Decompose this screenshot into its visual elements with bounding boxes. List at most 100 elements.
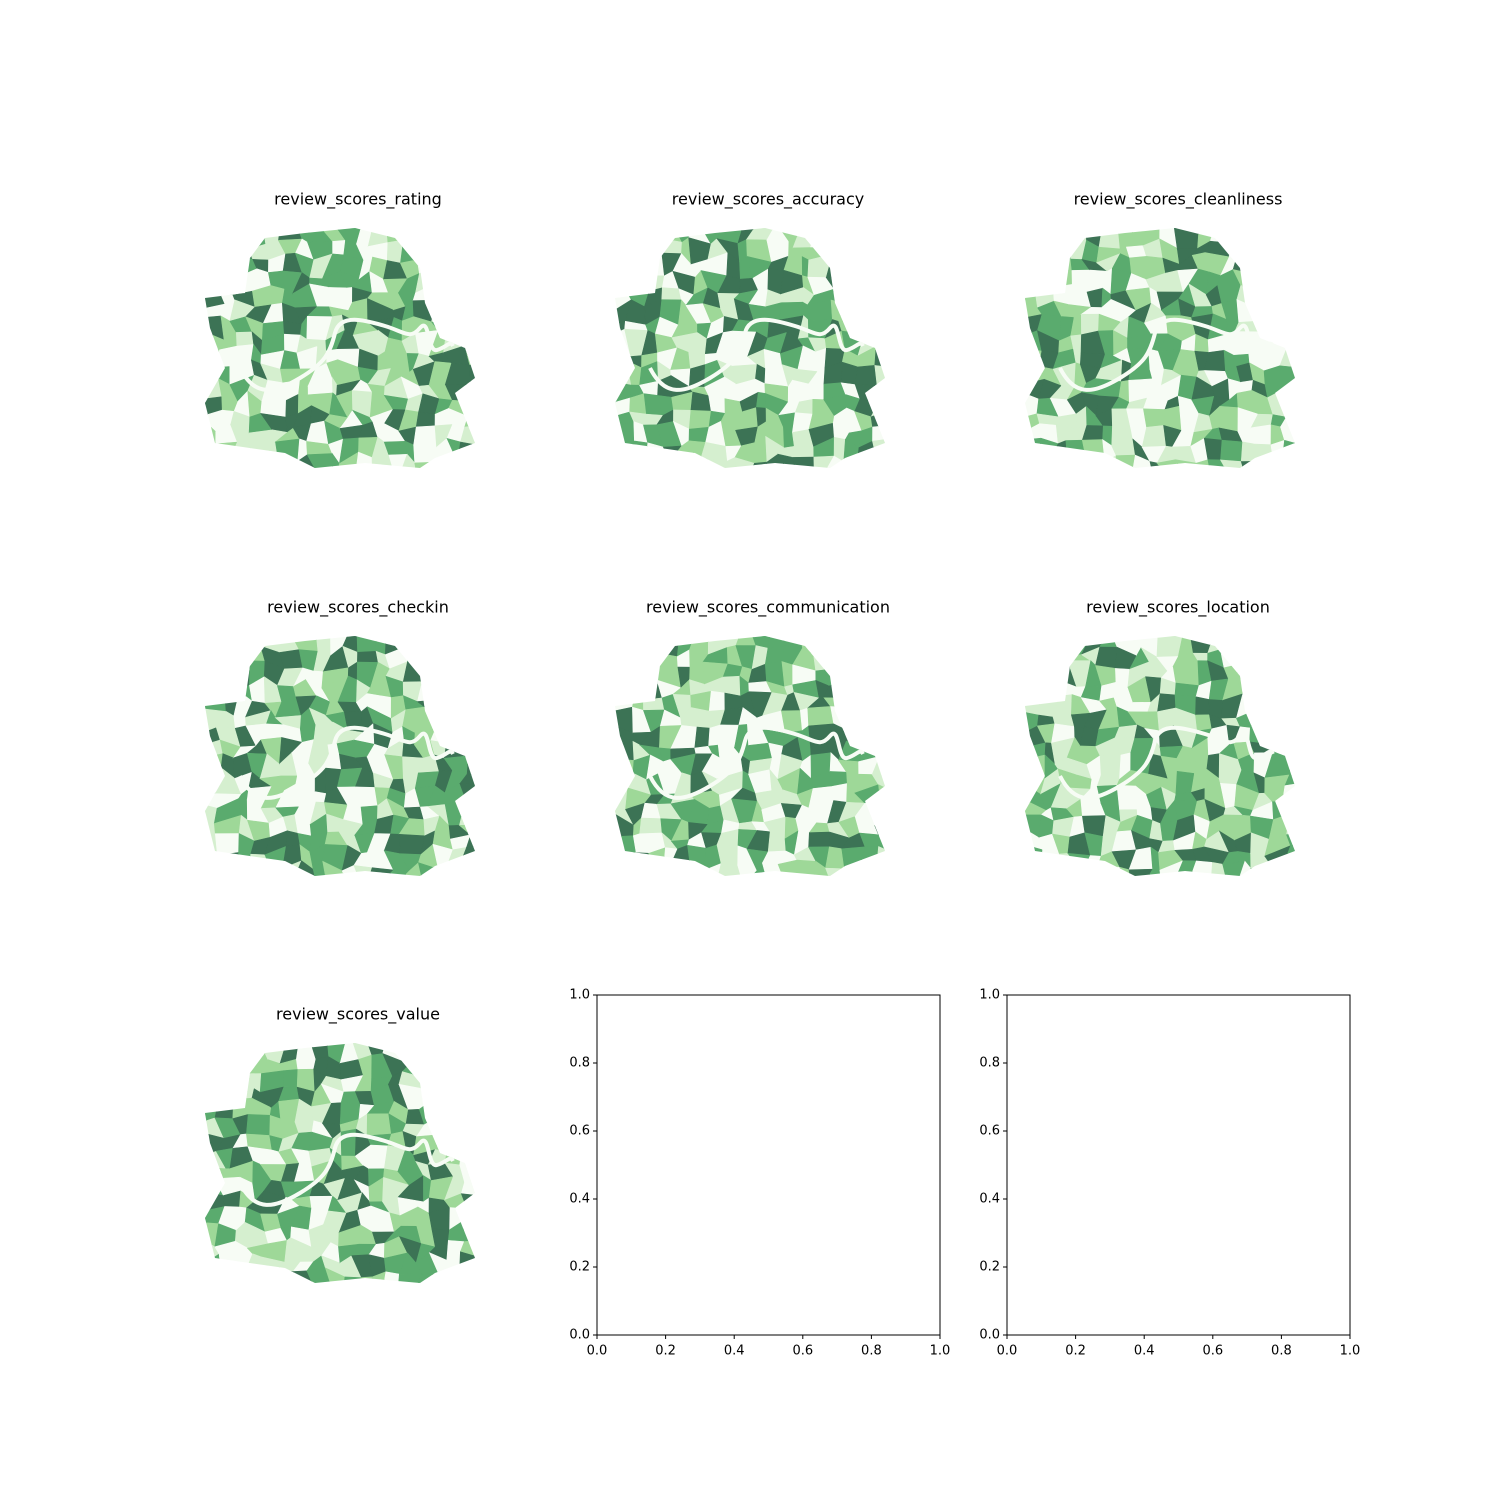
- map: [1025, 636, 1295, 876]
- region: [615, 647, 634, 670]
- region: [1281, 649, 1295, 662]
- region: [855, 228, 879, 250]
- region: [460, 1056, 475, 1075]
- region: [856, 460, 878, 468]
- region: [1025, 242, 1047, 262]
- x-tick-label: 0.2: [1065, 1344, 1086, 1359]
- region: [643, 238, 666, 256]
- region: [861, 313, 875, 336]
- region: [446, 1135, 462, 1153]
- region: [416, 259, 431, 274]
- axes-frame: [1006, 994, 1351, 1336]
- panel-title: review_scores_value: [276, 1005, 440, 1025]
- region: [840, 278, 865, 288]
- region: [1250, 257, 1276, 277]
- region: [813, 636, 834, 658]
- region: [447, 1086, 472, 1110]
- region: [214, 1099, 234, 1119]
- region: [458, 451, 475, 468]
- region: [431, 651, 455, 670]
- region: [283, 321, 303, 336]
- y-tick-label: 0.8: [569, 1056, 590, 1071]
- region: [1050, 459, 1078, 468]
- region: [876, 228, 885, 243]
- region: [431, 299, 453, 327]
- region: [1025, 348, 1043, 367]
- region: [1252, 661, 1272, 685]
- region: [428, 710, 452, 730]
- region: [416, 238, 435, 261]
- region: [432, 1119, 450, 1137]
- region: [1282, 439, 1295, 457]
- region: [447, 1069, 469, 1095]
- region: [230, 660, 251, 689]
- region: [872, 253, 885, 281]
- region: [205, 753, 224, 772]
- region: [1099, 636, 1118, 648]
- region: [1037, 679, 1060, 697]
- region: [1038, 228, 1061, 248]
- region: [661, 287, 682, 301]
- region: [205, 268, 221, 293]
- map: [205, 228, 475, 468]
- region: [1098, 228, 1121, 250]
- panel-title: review_scores_checkin: [267, 598, 449, 618]
- region: [450, 710, 471, 734]
- region: [854, 242, 878, 256]
- region: [1283, 862, 1295, 876]
- region: [1037, 863, 1060, 876]
- region: [1025, 257, 1044, 279]
- region: [672, 859, 698, 876]
- region: [448, 1043, 462, 1065]
- region: [1278, 270, 1295, 287]
- region: [808, 831, 830, 848]
- region: [669, 457, 698, 468]
- region: [1281, 660, 1295, 689]
- region: [1269, 256, 1290, 277]
- region: [854, 695, 876, 710]
- region: [1250, 424, 1272, 446]
- region: [841, 683, 866, 703]
- region: [615, 228, 629, 250]
- region: [823, 652, 846, 671]
- region: [859, 730, 873, 746]
- region: [1267, 695, 1289, 717]
- region: [1095, 646, 1118, 669]
- region: [236, 636, 257, 652]
- region: [615, 706, 634, 734]
- region: [840, 254, 864, 281]
- region: [657, 453, 673, 468]
- region: [1174, 682, 1200, 698]
- region: [429, 228, 450, 250]
- region: [1278, 228, 1295, 245]
- region: [690, 457, 709, 468]
- region: [1081, 439, 1106, 463]
- region: [700, 458, 728, 468]
- region: [1037, 255, 1059, 279]
- region: [462, 661, 475, 682]
- region: [1219, 459, 1245, 468]
- region: [1232, 241, 1252, 262]
- region: [218, 1086, 241, 1100]
- region: [403, 228, 421, 249]
- region: [217, 451, 239, 468]
- region: [433, 1071, 450, 1094]
- region: [461, 680, 475, 702]
- region: [862, 636, 877, 656]
- region: [1085, 861, 1102, 876]
- region: [661, 228, 683, 243]
- region: [429, 1043, 452, 1064]
- region: [447, 228, 469, 250]
- region: [830, 299, 845, 322]
- region: [462, 1205, 475, 1232]
- region: [1235, 663, 1254, 680]
- region: [662, 445, 683, 459]
- region: [615, 859, 631, 876]
- region: [1282, 691, 1295, 717]
- region: [205, 652, 227, 662]
- region: [460, 1193, 475, 1210]
- region: [630, 255, 645, 280]
- region: [460, 283, 475, 310]
- region: [414, 461, 439, 468]
